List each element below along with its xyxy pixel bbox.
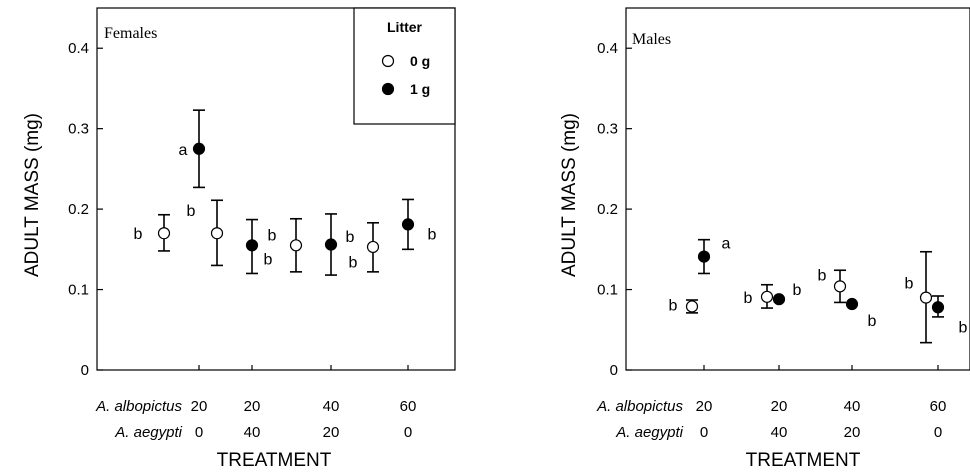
treatment-value: 0 — [934, 424, 942, 441]
x-axis-label: TREATMENT — [746, 450, 861, 471]
y-tick-label: 0.4 — [68, 40, 89, 57]
treatment-value: 20 — [244, 398, 261, 415]
panel-title: Males — [632, 31, 671, 48]
legend-title: Litter — [387, 19, 423, 35]
treatment-value: 40 — [844, 398, 861, 415]
data-point-open — [760, 290, 774, 303]
data-point-filled — [401, 218, 415, 231]
y-axis-label: ADULT MASS (mg) — [22, 113, 43, 277]
data-point-filled — [772, 293, 786, 306]
treatment-value: 0 — [195, 424, 203, 441]
treatment-value: 40 — [244, 424, 261, 441]
treatment-row-label: A. aegypti — [615, 424, 683, 441]
y-tick-label: 0.3 — [68, 121, 89, 138]
data-point-filled — [245, 239, 259, 252]
significance-letter: b — [268, 227, 277, 244]
y-tick-label: 0.2 — [68, 201, 89, 218]
significance-letter: b — [905, 276, 914, 293]
significance-letter: b — [346, 229, 355, 246]
y-tick-label: 0 — [610, 362, 618, 379]
significance-letter: b — [669, 297, 678, 314]
significance-letter: b — [134, 226, 143, 243]
data-point-filled — [845, 297, 859, 311]
data-point-open — [366, 240, 380, 254]
y-tick-label: 0.4 — [597, 40, 618, 57]
data-point-open — [833, 280, 847, 293]
significance-letter: b — [428, 226, 437, 243]
legend-label: 1 g — [410, 81, 430, 97]
legend: Litter 0 g 1 g — [353, 7, 456, 125]
legend-label: 0 g — [410, 53, 430, 69]
significance-letter: b — [793, 282, 802, 299]
data-point-filled — [697, 250, 711, 263]
significance-letter: b — [744, 290, 753, 307]
significance-letter: b — [959, 319, 968, 336]
treatment-row-label: A. albopictus — [596, 398, 683, 415]
treatment-value: 20 — [191, 398, 208, 415]
treatment-value: 0 — [700, 424, 708, 441]
legend-box — [353, 7, 456, 125]
y-axis-label: ADULT MASS (mg) — [559, 113, 580, 277]
y-tick-label: 0.2 — [597, 201, 618, 218]
treatment-value: 0 — [404, 424, 412, 441]
x-axis-label: TREATMENT — [217, 450, 332, 471]
treatment-value: 20 — [844, 424, 861, 441]
significance-letter: b — [868, 313, 877, 330]
data-point-filled — [192, 142, 206, 155]
significance-letter: a — [722, 236, 731, 253]
y-tick-label: 0 — [81, 362, 89, 379]
treatment-value: 20 — [323, 424, 340, 441]
y-tick-label: 0.1 — [68, 282, 89, 299]
treatment-row-label: A. albopictus — [95, 398, 182, 415]
treatment-value: 20 — [771, 398, 788, 415]
data-point-open — [289, 239, 303, 252]
significance-letter: b — [349, 255, 358, 272]
treatment-row-label: A. aegypti — [114, 424, 182, 441]
significance-letter: b — [264, 251, 273, 268]
treatment-value: 60 — [930, 398, 947, 415]
y-tick-label: 0.1 — [597, 282, 618, 299]
chart-panel-males: 0 0.1 0.2 0.3 0.4 ADULT MASS (mg) A. albopictu… — [559, 7, 970, 471]
data-point-filled — [324, 238, 338, 251]
legend-marker-open — [381, 54, 395, 68]
significance-letter: a — [179, 142, 188, 159]
data-point-filled — [931, 301, 945, 314]
treatment-value: 60 — [400, 398, 417, 415]
treatment-value: 40 — [323, 398, 340, 415]
plot-frame — [96, 7, 456, 371]
significance-letter: b — [818, 267, 827, 284]
treatment-value: 20 — [696, 398, 713, 415]
legend-marker-filled — [381, 82, 395, 96]
significance-letter: b — [187, 203, 196, 220]
plot-frame — [625, 7, 970, 371]
data-point-open — [919, 291, 933, 304]
data-point-open — [685, 300, 699, 313]
treatment-value: 40 — [771, 424, 788, 441]
data-point-open — [157, 227, 171, 240]
panel-title: Females — [104, 25, 157, 42]
y-tick-label: 0.3 — [597, 121, 618, 138]
data-point-open — [210, 227, 224, 240]
chart-panel-females: 0 0.1 0.2 0.3 0.4 ADULT MASS (mg) A. albopictu… — [22, 7, 456, 471]
